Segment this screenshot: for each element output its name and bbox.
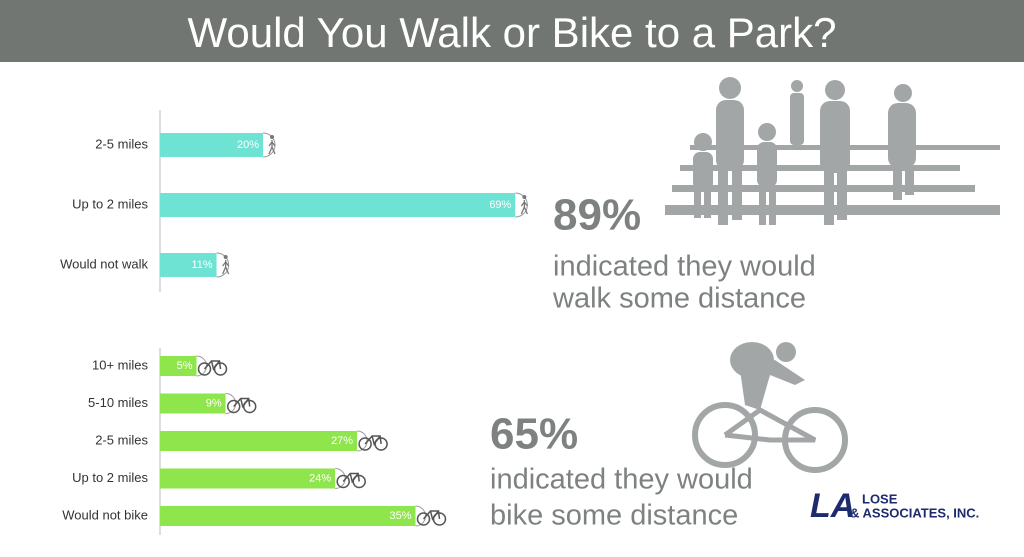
walk-icon [522, 195, 527, 199]
category-label: 5-10 miles [88, 395, 148, 410]
bike-icon [364, 435, 382, 446]
bar-cap [225, 393, 237, 414]
value-label: 9% [206, 397, 222, 409]
callout-figure: 65% [490, 410, 578, 459]
bar-cap [357, 430, 368, 452]
value-label: 11% [191, 259, 212, 271]
logo-mark: LA [810, 487, 855, 525]
value-label: 69% [489, 199, 511, 211]
callout-text: indicated they would [490, 464, 753, 496]
category-label: 2-5 miles [95, 432, 148, 447]
callout-figure: 89% [553, 191, 641, 240]
bike-icon [233, 397, 251, 409]
value-label: 27% [331, 435, 353, 447]
bike-icon [226, 399, 241, 414]
walk-icon [270, 135, 274, 139]
category-label: 2-5 miles [95, 136, 148, 151]
header-band [0, 0, 1024, 62]
bike-icon [197, 362, 212, 376]
title: Would You Walk or Bike to a Park? [187, 9, 836, 56]
bar [160, 468, 336, 489]
bar-cap [415, 505, 426, 527]
walk-icon [520, 200, 528, 215]
bike-icon [336, 474, 350, 489]
bar [160, 506, 416, 526]
category-label: Would not walk [60, 256, 148, 271]
bar [160, 133, 263, 157]
bar [160, 431, 358, 451]
bar-cap [196, 355, 207, 377]
callout-text: indicated they would [553, 251, 816, 283]
bar [160, 393, 226, 414]
walk-icon [222, 260, 230, 275]
walk-icon [268, 140, 276, 155]
value-label: 35% [389, 510, 411, 522]
bike-icon [358, 437, 372, 451]
bar [160, 253, 217, 277]
callout-text: bike some distance [490, 500, 738, 532]
logo-name: LOSE [862, 491, 898, 506]
bike-icon [342, 472, 360, 484]
value-label: 24% [309, 472, 331, 484]
bar [160, 193, 516, 217]
category-label: Up to 2 miles [72, 470, 148, 485]
cyclist-illustration [692, 342, 848, 473]
category-label: 10+ miles [92, 357, 148, 372]
bike-icon [416, 512, 431, 526]
bike-icon [422, 510, 441, 521]
bar [160, 356, 197, 376]
value-label: 20% [237, 139, 259, 151]
walk-icon [223, 255, 228, 259]
category-label: Up to 2 miles [72, 196, 148, 211]
bar-cap [335, 468, 346, 489]
value-label: 5% [177, 360, 193, 372]
pedestrians-illustration [665, 77, 1000, 225]
callout-text: walk some distance [552, 283, 806, 315]
category-label: Would not bike [62, 507, 148, 522]
logo-subname: & ASSOCIATES, INC. [850, 505, 979, 520]
bike-icon [203, 360, 222, 371]
